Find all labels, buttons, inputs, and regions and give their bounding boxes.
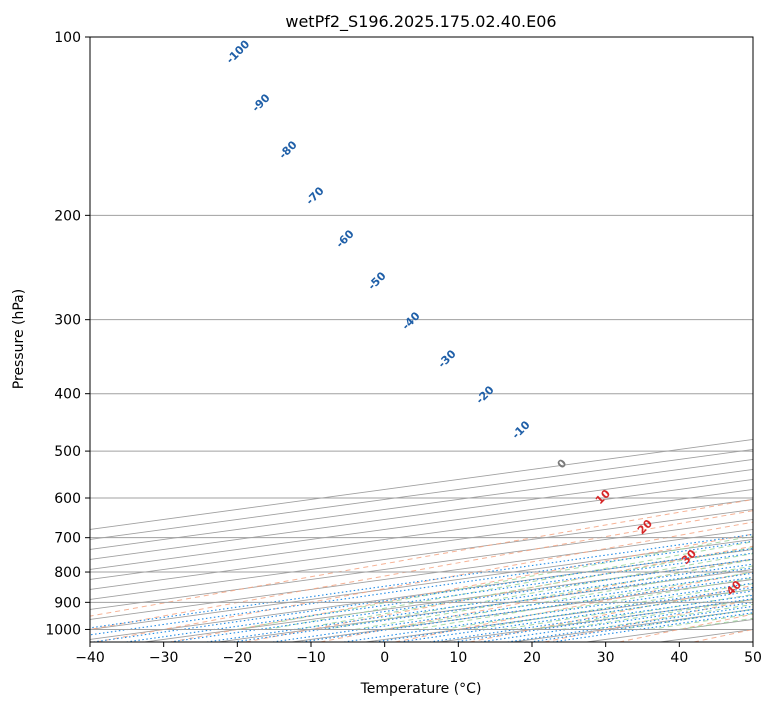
isotherm-line [90,548,753,640]
moist-adiabat-line [384,565,753,630]
x-tick-label: −10 [296,650,326,666]
isotherm-lines [90,438,753,642]
x-axis-title: Temperature (°C) [360,681,482,697]
moist-adiabat-line [296,547,753,630]
mixing-ratio-line [399,590,753,642]
dry-adiabat-label: -40 [399,309,422,332]
x-tick-label: 50 [744,650,762,666]
moist-adiabat-line [502,588,753,630]
isotherm-line [90,498,753,590]
dry-adiabat-line [395,571,753,642]
dry-adiabat-label: -20 [473,383,496,406]
chart-title: wetPf2_S196.2025.175.02.40.E06 [285,12,556,32]
x-tick-label: 10 [449,650,467,666]
pressure-gridlines [90,37,753,630]
dry-adiabat-label: -30 [435,347,458,370]
isotherm-line [586,618,753,642]
isotherm-line [90,468,753,560]
isotherm-line [90,478,753,570]
mixing-ratio-line [93,548,753,642]
x-tick-label: 40 [670,650,688,666]
moist-adiabat-label: 0 [555,456,570,471]
moist-adiabat-line [531,593,753,630]
moist-adiabat-label: 20 [635,517,655,537]
dry-adiabat-line [90,510,753,630]
x-axis: −40 −30 −20 −10 0 10 20 30 40 50 [75,642,762,666]
dry-adiabat-lines [90,37,775,642]
x-tick-label: 0 [380,650,389,666]
moist-adiabat-line [266,541,753,630]
x-tick-label: −40 [75,650,105,666]
y-tick-label: 600 [54,491,81,507]
dry-adiabat-label: -100 [224,37,253,66]
dry-adiabat-line [96,521,753,642]
dry-adiabat-line [320,558,753,642]
y-tick-label: 500 [54,444,81,460]
moist-adiabat-line [443,577,753,630]
y-tick-label: 400 [54,387,81,403]
isotherm-line [90,528,753,620]
dry-adiabat-line [90,498,753,617]
plot-frame [89,36,754,643]
moist-adiabat-lines [237,535,753,630]
dry-adiabat-line [769,37,775,642]
y-tick-label: 900 [54,595,81,611]
y-axis: 100 200 300 400 500 600 700 800 900 1000 [45,30,90,638]
mixing-ratio-line [90,533,753,629]
moist-adiabat-label: 30 [679,547,699,567]
x-tick-label: 30 [597,650,615,666]
y-tick-label: 100 [54,30,81,46]
moist-adiabat-line [620,608,753,630]
isotherm-line [90,458,753,550]
dry-adiabat-label: -10 [509,418,532,441]
x-tick-label: 20 [523,650,541,666]
mixing-ratio-line [126,552,753,642]
isotherm-line [365,588,753,642]
isotherm-line [90,518,753,610]
dry-adiabat-line [619,613,753,642]
y-tick-label: 1000 [45,622,81,638]
isotherm-line [144,558,753,642]
y-tick-label: 700 [54,531,81,547]
mixing-ratio-line [374,586,753,642]
moist-adiabat-label: 10 [593,487,613,507]
x-tick-label: −30 [149,650,179,666]
y-axis-title: Pressure (hPa) [11,289,27,389]
dry-adiabat-line [170,533,753,642]
mixing-ratio-lines [90,533,753,642]
dry-adiabat-label: -50 [365,269,388,292]
y-tick-label: 300 [54,313,81,329]
y-tick-label: 800 [54,565,81,581]
isotherm-line [660,628,753,642]
y-tick-label: 200 [54,208,81,224]
mixing-ratio-line [343,582,753,642]
dry-adiabat-label: -80 [276,138,299,161]
isotherm-line [90,538,753,630]
mixing-ratio-line [429,594,753,642]
isotherm-line [90,508,753,600]
moist-adiabat-line [355,559,753,630]
moist-adiabat-line [237,535,753,630]
dry-adiabat-line [245,545,753,642]
x-tick-label: −20 [223,650,253,666]
isotherm-line [90,488,753,580]
dry-adiabat-label: -70 [303,184,326,207]
dry-adiabat-label: -90 [249,91,272,114]
dry-adiabat-label: -60 [333,227,356,250]
